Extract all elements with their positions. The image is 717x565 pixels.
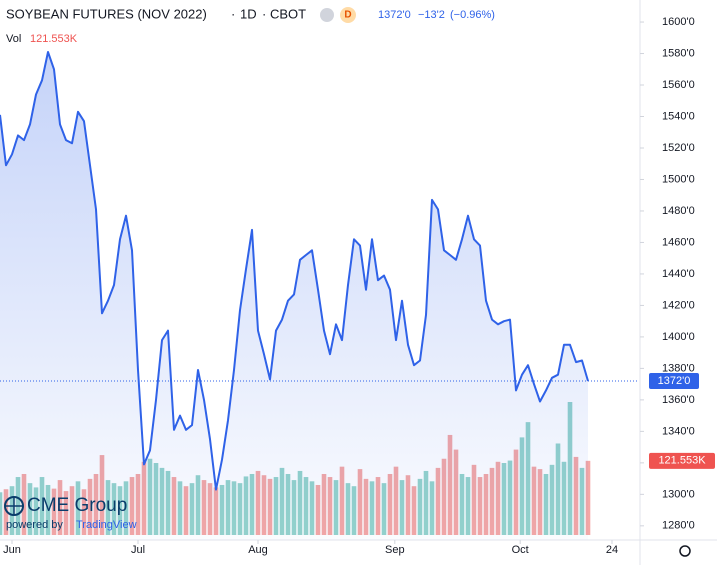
y-tick-label: 1580'0 (662, 47, 695, 59)
last-price: 1372'0 (378, 9, 411, 21)
y-tick-label: 1360'0 (662, 394, 695, 406)
y-tick-label: 1340'0 (662, 425, 695, 437)
y-tick-label: 1540'0 (662, 110, 695, 122)
y-tick-label: 1440'0 (662, 268, 695, 280)
platform: TradingView (76, 519, 137, 531)
chart-title: SOYBEAN FUTURES (NOV 2022) (6, 6, 207, 21)
last-price-tag-label: 1372'0 (658, 375, 691, 387)
y-tick-label: 1400'0 (662, 331, 695, 343)
x-tick-label: Oct (512, 544, 529, 556)
price-line (0, 51, 589, 491)
change-pct: (−0.96%) (450, 9, 495, 21)
x-tick-label: Jul (131, 544, 145, 556)
x-tick-label: Aug (248, 544, 268, 556)
status-icon[interactable] (320, 8, 334, 22)
x-tick-label: Jun (3, 544, 21, 556)
logo: CME Group powered by TradingView (4, 495, 137, 531)
logo-text: CME Group (27, 495, 127, 516)
separator: · (262, 6, 266, 21)
area (0, 52, 588, 540)
change: −13'2 (418, 9, 445, 21)
badge-icon[interactable] (340, 7, 356, 23)
x-tick-label: 24 (606, 544, 618, 556)
y-tick-label: 1500'0 (662, 173, 695, 185)
y-tick-label: 1280'0 (662, 520, 695, 532)
settings-icon[interactable] (679, 545, 691, 557)
y-tick-label: 1420'0 (662, 299, 695, 311)
volume-tag (649, 452, 715, 469)
last-price-tag (649, 372, 699, 389)
exchange: CBOT (270, 6, 306, 21)
interval: 1D (240, 6, 257, 21)
y-tick-label: 1380'0 (662, 362, 695, 374)
y-tick-label: 1300'0 (662, 488, 695, 500)
separator: · (231, 6, 235, 21)
volume-label: Vol (6, 33, 21, 45)
powered-by: powered by (6, 519, 63, 531)
badge: D (344, 10, 351, 21)
y-tick-label: 1460'0 (662, 236, 695, 248)
y-tick-label: 1480'0 (662, 205, 695, 217)
x-tick-label: Sep (385, 544, 405, 556)
y-tick-label: 1600'0 (662, 16, 695, 28)
logo-icon (5, 497, 23, 515)
volume-value: 121.553K (30, 33, 78, 45)
y-tick-label: 1560'0 (662, 79, 695, 91)
y-tick-label: 1520'0 (662, 142, 695, 154)
volume-tag-label: 121.553K (658, 455, 706, 467)
